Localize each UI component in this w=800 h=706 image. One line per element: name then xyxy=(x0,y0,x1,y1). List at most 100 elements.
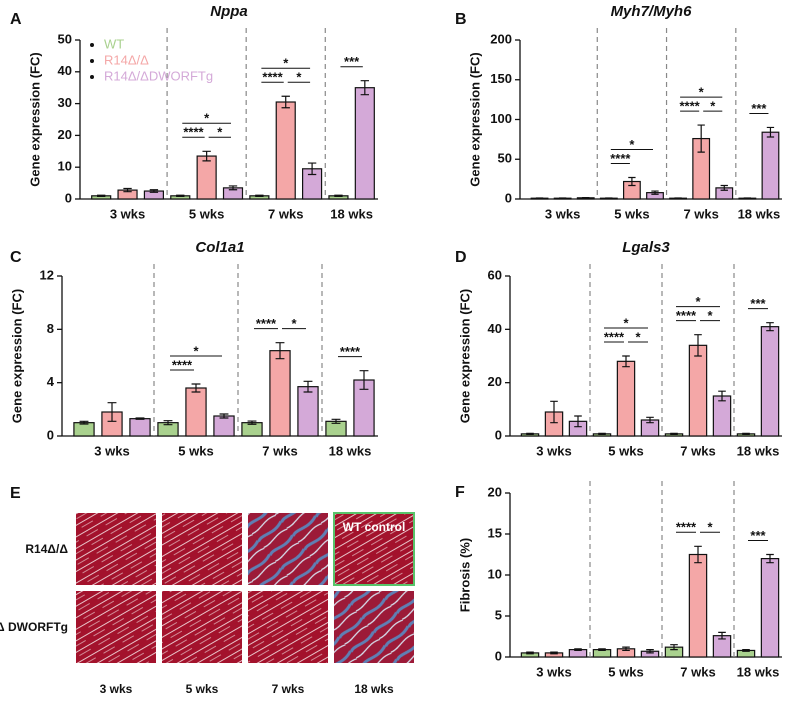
bar xyxy=(196,155,217,200)
error-bar xyxy=(651,190,659,195)
x-tick-label: 7 wks xyxy=(683,206,718,221)
significance-label: * xyxy=(629,137,635,152)
significance-label: **** xyxy=(676,308,697,323)
column-label: 7 wks xyxy=(272,682,305,696)
error-bar xyxy=(766,126,775,138)
error-bar xyxy=(720,184,728,191)
y-tick-label: 40 xyxy=(488,321,502,336)
error-bar xyxy=(97,194,106,198)
error-bar xyxy=(79,420,89,425)
error-bar xyxy=(622,355,630,368)
bar xyxy=(297,386,319,437)
error-bar xyxy=(281,95,290,109)
bar xyxy=(688,344,708,437)
error-bar xyxy=(766,553,774,564)
chart-title: Lgals3 xyxy=(622,239,670,256)
chart-title: Nppa xyxy=(210,3,248,20)
error-bar xyxy=(307,162,317,176)
significance-label: **** xyxy=(256,316,277,331)
x-tick-label: 3 wks xyxy=(94,443,129,458)
y-tick-label: 4 xyxy=(47,374,55,389)
y-tick-label: 60 xyxy=(488,267,502,282)
y-axis-label: Gene expression (FC) xyxy=(467,52,482,186)
x-tick-label: 7 wks xyxy=(680,443,715,458)
panel-letter: F xyxy=(455,484,465,501)
x-tick-label: 7 wks xyxy=(262,443,297,458)
panel-letter: B xyxy=(455,11,467,28)
column-label: 5 wks xyxy=(186,682,219,696)
y-tick-label: 30 xyxy=(58,95,72,110)
y-tick-label: 20 xyxy=(58,127,72,142)
significance-label: * xyxy=(283,56,289,71)
y-tick-label: 50 xyxy=(58,31,72,46)
histology-image xyxy=(162,591,242,663)
error-bar xyxy=(646,416,654,424)
significance-label: * xyxy=(193,343,199,358)
bar xyxy=(269,350,291,437)
error-bar xyxy=(742,649,750,652)
error-bar xyxy=(694,334,702,357)
y-tick-label: 20 xyxy=(488,374,502,389)
error-bar xyxy=(646,649,654,654)
column-label: 3 wks xyxy=(100,682,133,696)
histology-image xyxy=(248,591,328,663)
y-tick-label: 150 xyxy=(490,71,512,86)
x-tick-label: 18 wks xyxy=(738,206,781,221)
panel-letter: C xyxy=(10,249,22,266)
significance-label: **** xyxy=(340,344,361,359)
bar xyxy=(129,418,151,437)
x-tick-label: 7 wks xyxy=(680,664,715,679)
y-tick-label: 0 xyxy=(495,427,502,442)
histology-image xyxy=(76,591,156,663)
y-tick-label: 15 xyxy=(488,525,502,540)
error-bar xyxy=(176,194,185,198)
error-bar xyxy=(718,631,726,640)
chart-title: Col1a1 xyxy=(195,239,244,256)
error-bar xyxy=(598,432,606,435)
x-tick-label: 5 wks xyxy=(178,443,213,458)
legend-marker xyxy=(90,43,94,47)
bar xyxy=(760,557,780,658)
error-bar xyxy=(574,648,582,652)
error-bar xyxy=(550,651,558,655)
bar xyxy=(354,87,375,200)
legend-label: WT xyxy=(104,36,124,51)
error-bar xyxy=(526,432,534,435)
x-tick-label: 5 wks xyxy=(608,664,643,679)
error-bar xyxy=(275,342,285,360)
y-tick-label: 0 xyxy=(505,190,512,205)
significance-label: * xyxy=(699,85,705,100)
error-bar xyxy=(742,432,750,435)
x-tick-label: 7 wks xyxy=(268,206,303,221)
x-tick-label: 5 wks xyxy=(614,206,649,221)
error-bar xyxy=(255,194,264,198)
panel-letter: A xyxy=(10,11,22,28)
error-bar xyxy=(697,124,705,153)
bar xyxy=(213,415,235,437)
significance-label: *** xyxy=(750,296,766,311)
x-tick-label: 18 wks xyxy=(330,206,373,221)
x-tick-label: 5 wks xyxy=(608,443,643,458)
y-tick-label: 5 xyxy=(495,607,502,622)
significance-label: **** xyxy=(604,329,625,344)
error-bar xyxy=(163,420,173,426)
significance-label: *** xyxy=(344,54,360,69)
bar xyxy=(712,395,732,437)
y-tick-label: 10 xyxy=(58,159,72,174)
bar xyxy=(688,553,708,658)
x-tick-label: 3 wks xyxy=(536,443,571,458)
error-bar xyxy=(149,189,159,193)
error-bar xyxy=(670,644,678,651)
significance-label: **** xyxy=(680,99,701,114)
histology-panel: E R14Δ/Δ R14Δ/Δ DWORFTg 3 wks 5 wks 7 wk… xyxy=(0,485,415,696)
error-bar xyxy=(123,187,132,193)
significance-label: * xyxy=(623,315,629,330)
row-label: R14Δ/Δ DWORFTg xyxy=(0,620,68,634)
y-tick-label: 40 xyxy=(58,63,72,78)
column-label: 18 wks xyxy=(354,682,394,696)
significance-label: * xyxy=(710,99,716,114)
significance-label: *** xyxy=(751,101,767,116)
error-bar xyxy=(526,651,534,655)
significance-label: * xyxy=(635,329,641,344)
significance-label: **** xyxy=(172,357,193,372)
